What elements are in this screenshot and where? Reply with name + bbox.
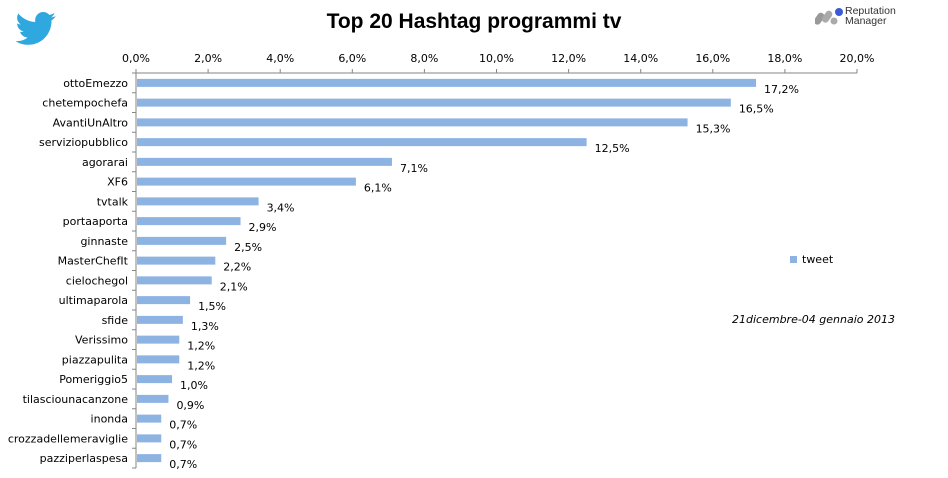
logo-line2: Manager — [845, 15, 887, 27]
x-tick-label: 20,0% — [840, 52, 875, 65]
data-label: 1,0% — [180, 379, 208, 392]
data-label: 12,5% — [595, 142, 630, 155]
data-label: 1,5% — [198, 300, 226, 313]
category-label: chetempochefa — [42, 97, 128, 110]
category-label: MasterChefIt — [58, 255, 129, 268]
logo-line1: Reputation — [845, 5, 896, 17]
data-label: 2,2% — [223, 261, 251, 274]
x-tick-label: 18,0% — [767, 52, 802, 65]
data-label: 0,7% — [169, 419, 197, 432]
bar — [137, 98, 731, 107]
bar — [137, 434, 162, 443]
x-tick-label: 14,0% — [623, 52, 658, 65]
legend: tweet — [790, 253, 833, 266]
bar — [137, 177, 356, 186]
data-label: 0,7% — [169, 458, 197, 471]
data-label: 16,5% — [739, 103, 774, 116]
category-label: agorarai — [82, 156, 128, 169]
bar — [137, 414, 162, 423]
date-range-annotation: 21dicembre-04 gennaio 2013 — [732, 313, 896, 326]
x-tick-label: 10,0% — [479, 52, 514, 65]
bar — [137, 355, 180, 364]
category-label: piazzapulita — [62, 353, 128, 366]
data-label: 1,2% — [187, 340, 215, 353]
legend-swatch — [790, 256, 797, 263]
category-label: Verissimo — [75, 334, 128, 347]
bar — [137, 138, 587, 147]
data-label: 15,3% — [696, 122, 731, 135]
chart-title: Top 20 Hashtag programmi tv — [326, 10, 622, 33]
category-label: ottoEmezzo — [63, 77, 128, 90]
data-label: 0,7% — [169, 438, 197, 451]
bar — [137, 236, 227, 245]
data-label: 3,4% — [267, 201, 295, 214]
logo-icon — [813, 8, 843, 25]
x-tick-label: 16,0% — [695, 52, 730, 65]
bar — [137, 375, 173, 384]
category-label: serviziopubblico — [39, 136, 128, 149]
bar — [137, 296, 191, 305]
category-label: crozzadellemeraviglie — [8, 432, 128, 445]
x-tick-label: 12,0% — [551, 52, 586, 65]
x-tick-label: 8,0% — [410, 52, 438, 65]
bar — [137, 315, 183, 324]
x-tick-label: 0,0% — [122, 52, 150, 65]
data-label: 7,1% — [400, 162, 428, 175]
bar — [137, 454, 162, 463]
category-label: ultimaparola — [59, 294, 128, 307]
bar — [137, 157, 392, 166]
x-tick-label: 6,0% — [338, 52, 366, 65]
category-label: pazziperlaspesa — [40, 452, 128, 465]
reputation-manager-logo: Reputation Manager — [813, 5, 945, 30]
data-label: 6,1% — [364, 182, 392, 195]
bar — [137, 197, 259, 206]
x-tick-label: 4,0% — [266, 52, 294, 65]
category-label: inonda — [91, 413, 128, 426]
category-label: AvantiUnAltro — [53, 116, 129, 129]
category-label: cielochegol — [66, 274, 128, 287]
data-label: 2,9% — [249, 221, 277, 234]
category-label: tilasciounacanzone — [23, 393, 129, 406]
bar — [137, 256, 216, 265]
data-label: 2,1% — [220, 280, 248, 293]
bar — [137, 276, 212, 285]
category-label: ginnaste — [80, 235, 128, 248]
bar — [137, 118, 688, 127]
category-label: tvtalk — [97, 195, 129, 208]
category-label: XF6 — [107, 176, 128, 189]
twitter-bird-icon — [15, 12, 56, 45]
bar — [137, 217, 241, 226]
category-label: Pomeriggio5 — [59, 373, 128, 386]
category-label: portaaporta — [63, 215, 128, 228]
data-label: 1,2% — [187, 359, 215, 372]
bar — [137, 335, 180, 344]
data-label: 17,2% — [764, 83, 799, 96]
category-label: sfide — [102, 314, 129, 327]
data-label: 2,5% — [234, 241, 262, 254]
data-label: 1,3% — [191, 320, 219, 333]
x-tick-label: 2,0% — [194, 52, 222, 65]
legend-label: tweet — [802, 253, 834, 266]
bar — [137, 78, 757, 87]
data-label: 0,9% — [176, 399, 204, 412]
bar — [137, 394, 169, 403]
